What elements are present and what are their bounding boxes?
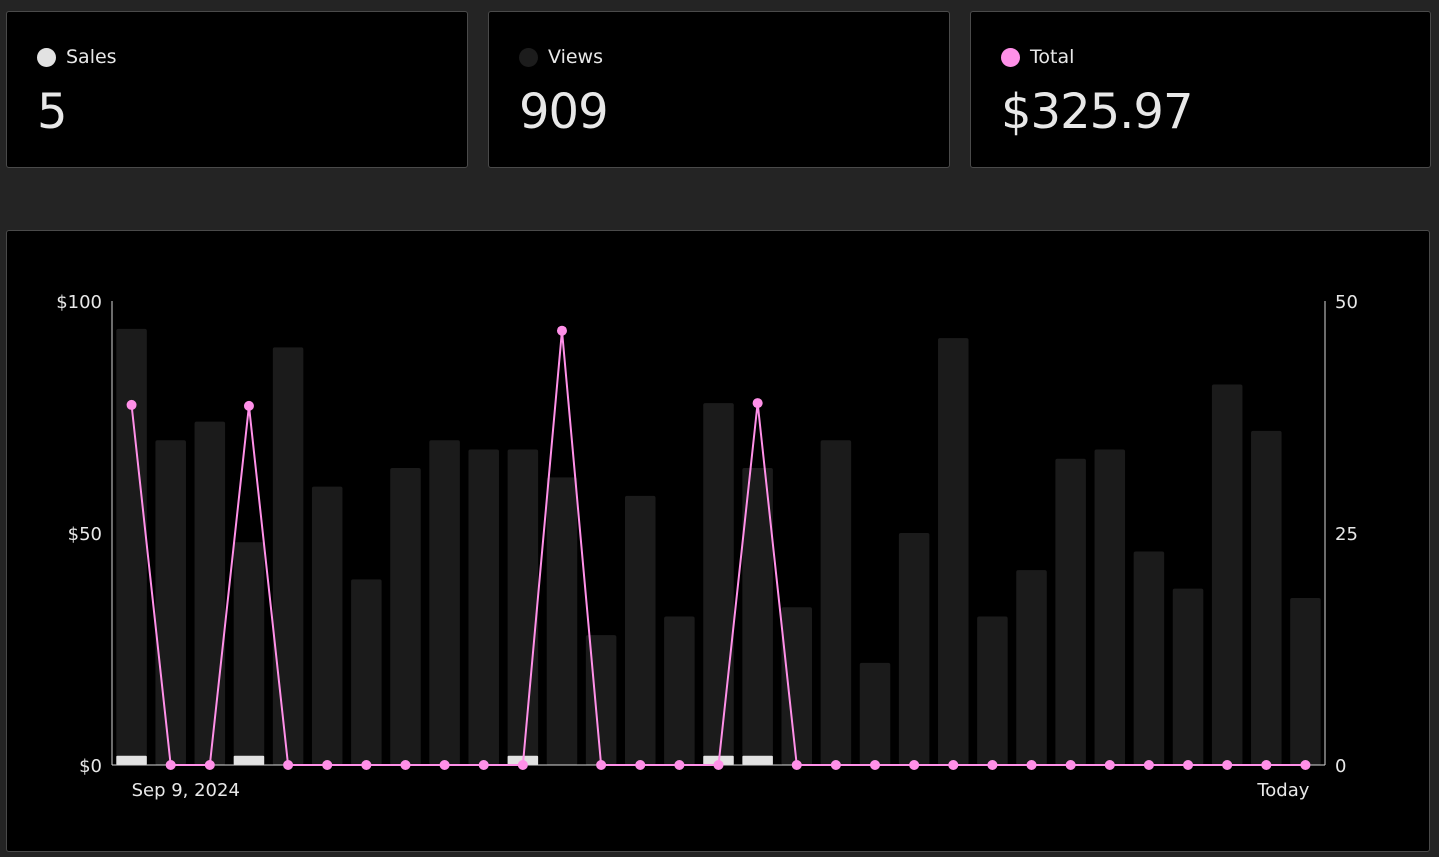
total-point bbox=[674, 760, 685, 770]
views-bar bbox=[742, 468, 773, 765]
views-bar bbox=[1290, 597, 1321, 765]
total-point bbox=[1222, 760, 1233, 770]
total-point bbox=[126, 399, 137, 410]
total-point bbox=[243, 400, 254, 411]
views-bar bbox=[624, 495, 656, 765]
total-point bbox=[752, 398, 763, 409]
left-tick-label: $100 bbox=[56, 292, 102, 313]
x-label-end: Today bbox=[1256, 780, 1309, 801]
sales-label: Sales bbox=[66, 46, 117, 68]
total-point bbox=[204, 760, 215, 770]
total-point bbox=[987, 760, 998, 770]
total-point bbox=[948, 760, 959, 770]
views-bar bbox=[351, 579, 382, 765]
left-tick-label: $0 bbox=[79, 756, 102, 777]
total-point bbox=[909, 760, 920, 770]
views-bar bbox=[468, 449, 499, 765]
total-card: Total $325.97 bbox=[970, 11, 1431, 168]
total-point bbox=[1183, 760, 1194, 770]
views-bar bbox=[116, 328, 147, 765]
views-bar bbox=[1016, 570, 1047, 765]
total-point bbox=[517, 760, 528, 770]
views-bar bbox=[820, 440, 852, 765]
views-value: 909 bbox=[519, 84, 609, 140]
total-point bbox=[1026, 760, 1037, 770]
total-point bbox=[1261, 760, 1272, 770]
total-point bbox=[830, 760, 841, 770]
views-label: Views bbox=[548, 46, 603, 68]
total-point bbox=[283, 760, 294, 770]
views-bar bbox=[1055, 458, 1086, 765]
total-point bbox=[1300, 760, 1311, 770]
views-bar bbox=[859, 662, 891, 765]
views-bar bbox=[781, 607, 813, 765]
x-label-start: Sep 9, 2024 bbox=[132, 780, 240, 801]
views-dot-icon bbox=[519, 47, 538, 67]
total-value: $325.97 bbox=[1001, 84, 1193, 140]
views-bar bbox=[1211, 384, 1243, 765]
views-bar bbox=[155, 440, 186, 765]
total-label: Total bbox=[1030, 46, 1075, 68]
views-bar bbox=[664, 616, 695, 765]
total-point bbox=[556, 325, 567, 336]
total-point bbox=[596, 760, 607, 770]
views-bar bbox=[1251, 430, 1282, 765]
views-bar bbox=[1094, 449, 1126, 765]
total-point bbox=[400, 760, 411, 770]
total-point bbox=[635, 760, 646, 770]
views-bar bbox=[1172, 588, 1204, 765]
right-tick-label: 25 bbox=[1335, 524, 1358, 545]
total-dot-icon bbox=[1001, 47, 1020, 67]
views-bar bbox=[1133, 551, 1165, 765]
views-bar bbox=[233, 542, 265, 765]
views-card: Views 909 bbox=[488, 11, 950, 168]
sales-dot-icon bbox=[37, 47, 56, 67]
sales-bar bbox=[116, 755, 147, 765]
views-bar bbox=[977, 616, 1008, 765]
total-point bbox=[478, 760, 489, 770]
views-bar bbox=[703, 403, 734, 765]
views-bar bbox=[898, 533, 930, 765]
views-bar bbox=[938, 338, 969, 765]
right-tick-label: 0 bbox=[1335, 756, 1346, 777]
total-point bbox=[791, 760, 802, 770]
views-bar bbox=[429, 440, 460, 765]
views-bar bbox=[194, 421, 226, 765]
total-point bbox=[165, 760, 176, 770]
sales-card: Sales 5 bbox=[6, 11, 468, 168]
views-bar bbox=[390, 468, 421, 765]
sales-bar bbox=[233, 755, 265, 765]
views-bar bbox=[546, 477, 578, 765]
total-point bbox=[322, 760, 333, 770]
total-point bbox=[870, 760, 881, 770]
total-point bbox=[713, 760, 724, 770]
total-point bbox=[1143, 760, 1154, 770]
sales-bar bbox=[742, 755, 773, 765]
sales-value: 5 bbox=[37, 84, 68, 140]
total-point bbox=[1104, 760, 1115, 770]
views-bar bbox=[311, 486, 343, 765]
right-tick-label: 50 bbox=[1335, 292, 1358, 313]
views-bar bbox=[272, 347, 304, 765]
total-point bbox=[1065, 760, 1076, 770]
sales-chart: $0 $50 $100 0 25 50 Sep 9, 2024 Today bbox=[56, 292, 1358, 801]
views-bar bbox=[507, 449, 539, 765]
chart-panel: $0 $50 $100 0 25 50 Sep 9, 2024 Today bbox=[6, 230, 1430, 852]
total-point bbox=[361, 760, 372, 770]
views-bar bbox=[585, 635, 617, 765]
left-tick-label: $50 bbox=[68, 524, 102, 545]
total-point bbox=[439, 760, 450, 770]
